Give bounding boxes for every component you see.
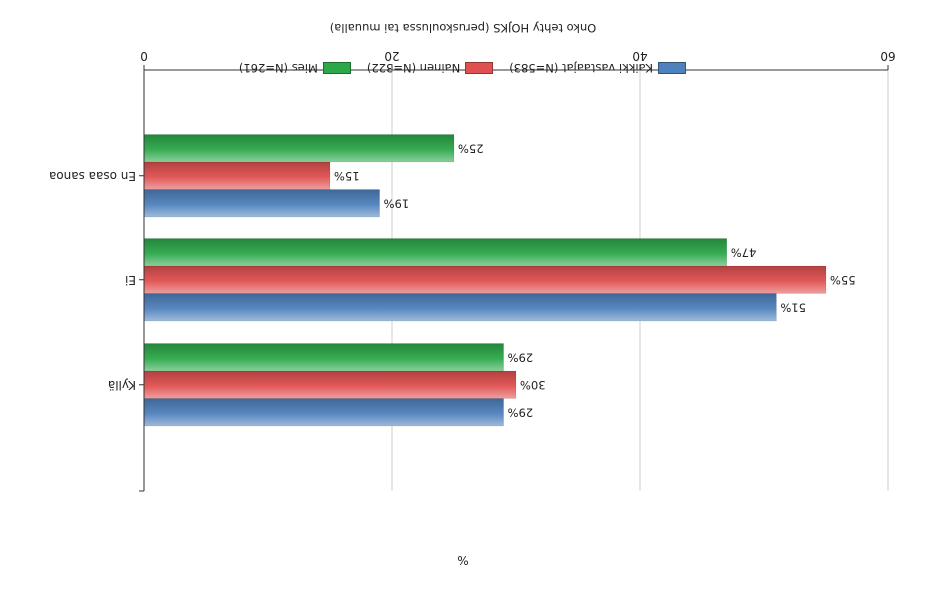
x-tick-label-3: 60	[880, 49, 895, 63]
data-label-2-0: 25%	[458, 141, 484, 155]
legend-item-mies: Mies (N=261)	[239, 61, 351, 75]
x-tick-label-2: 40	[632, 49, 647, 63]
bar-2-0	[143, 134, 455, 163]
legend-swatch-nainen	[465, 62, 494, 74]
x-tick-label-0: 0	[140, 49, 148, 63]
category-label-2: Kyllä	[108, 378, 136, 392]
legend-label-nainen: Nainen (N=322)	[366, 61, 461, 75]
data-label-0-1: 51%	[780, 300, 806, 314]
data-label-2-2: 29%	[508, 350, 534, 364]
data-label-1-2: 30%	[520, 378, 546, 392]
chart-title: Onko tehty HOJKS (peruskoulussa tai muua…	[329, 21, 597, 35]
bar-0-0	[143, 189, 380, 218]
legend-swatch-mies	[322, 62, 351, 74]
x-tick-label-1: 20	[384, 49, 399, 63]
bar-1-1	[143, 265, 827, 294]
legend-item-nainen: Nainen (N=322)	[366, 61, 494, 75]
chart-legend: Kaikki vastaajat (N=583) Nainen (N=322) …	[239, 59, 686, 77]
bar-1-0	[143, 161, 331, 190]
category-label-0: En osaa sanoa	[49, 169, 136, 183]
data-label-1-1: 55%	[830, 273, 856, 287]
category-label-1: Ei	[125, 273, 136, 287]
data-label-0-2: 29%	[508, 405, 534, 419]
legend-label-kaikki: Kaikki vastaajat (N=583)	[509, 61, 653, 75]
bar-1-2	[143, 370, 517, 399]
bar-0-1	[143, 293, 777, 322]
bar-0-2	[143, 398, 504, 427]
data-label-2-1: 47%	[731, 245, 757, 259]
legend-label-mies: Mies (N=261)	[238, 61, 318, 75]
bar-2-1	[143, 238, 728, 267]
legend-item-kaikki: Kaikki vastaajat (N=583)	[509, 61, 686, 75]
data-label-1-0: 15%	[334, 169, 360, 183]
legend-swatch-kaikki	[658, 62, 686, 74]
data-label-0-0: 19%	[384, 196, 410, 210]
bar-2-2	[143, 343, 504, 372]
